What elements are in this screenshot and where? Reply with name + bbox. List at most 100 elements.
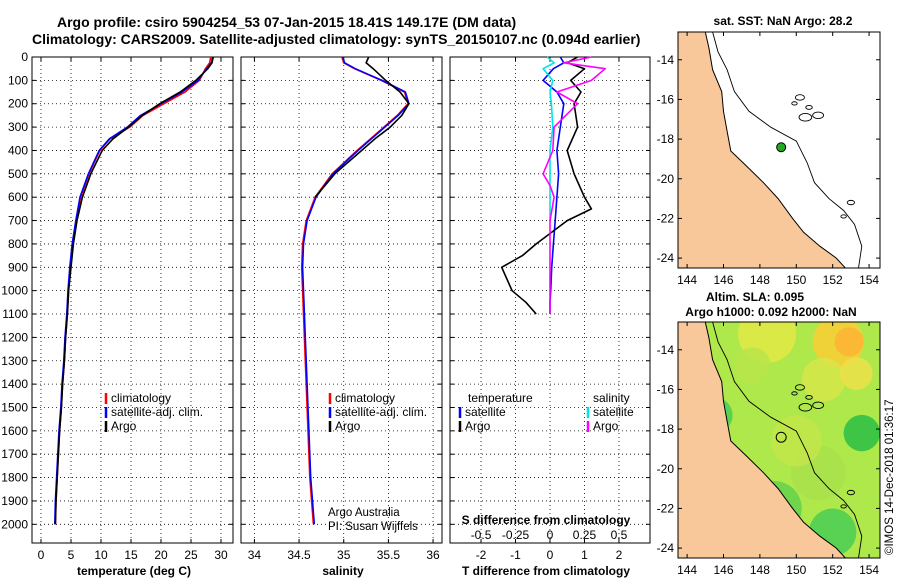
- x-tick-label: 34.5: [287, 548, 311, 562]
- reef-island: [812, 401, 825, 410]
- salinity-legend-label: satellite-adj. clim.: [335, 405, 427, 419]
- diff-temperature-legend-label: Argo: [465, 419, 491, 433]
- y-tick-label: 200: [8, 97, 28, 111]
- reef-island: [846, 489, 855, 496]
- sst-map-panel: 144 146 148 150 152 154 -14 -16 -18 -20 -22 -24: [657, 31, 881, 287]
- diff-salinity-legend-label: satellite: [593, 405, 634, 419]
- x-tick-label: 2: [616, 548, 623, 562]
- reef-island: [805, 394, 813, 400]
- x-tick-label: 5: [68, 548, 75, 562]
- credit-line1: Argo Australia: [328, 507, 400, 519]
- temperature-xlabel: temperature (deg C): [77, 564, 191, 578]
- s-diff-tick-label: 0.5: [611, 528, 628, 542]
- salinity-legend-label: climatology: [335, 391, 395, 405]
- y-tick-label: 1600: [1, 424, 28, 438]
- x-tick-label: 35.5: [377, 548, 401, 562]
- sst-map-title: sat. SST: NaN Argo: 28.2: [714, 14, 853, 28]
- diff-salinity-legend-label: Argo: [593, 419, 619, 433]
- figure-title-line2: Climatology: CARS2009. Satellite-adjuste…: [32, 31, 640, 47]
- map-content: [678, 322, 880, 558]
- sla-map-title-line2: Argo h1000: 0.092 h2000: NaN: [685, 305, 856, 319]
- map-y-tick-label: -22: [657, 211, 675, 225]
- map-y-tick-label: -20: [657, 462, 675, 476]
- temperature-legend-title: temperature: [468, 391, 533, 405]
- x-tick-label: 15: [124, 548, 138, 562]
- x-tick-label: 10: [94, 548, 108, 562]
- reef-island: [840, 504, 847, 509]
- x-tick-label: 20: [154, 548, 168, 562]
- salinity-legend-title: salinity: [593, 391, 630, 405]
- difference-series-s-satellite: [542, 56, 555, 221]
- temperature-legend-label: satellite-adj. clim.: [111, 405, 203, 419]
- reef-island: [812, 111, 825, 120]
- s-diff-xlabel: S difference from climatology: [462, 513, 631, 527]
- y-tick-label: 400: [8, 143, 28, 157]
- map-y-tick-label: -18: [657, 422, 675, 436]
- reef-island: [798, 113, 813, 122]
- y-tick-label: 1200: [1, 330, 28, 344]
- map-y-tick-label: -24: [657, 541, 675, 555]
- x-tick-label: -2: [476, 548, 487, 562]
- map-y-tick-label: -16: [657, 382, 675, 396]
- argo-position-marker: [776, 142, 787, 153]
- reef-island: [791, 391, 798, 396]
- x-tick-label: 36: [426, 548, 440, 562]
- shelf-contour: [712, 322, 863, 558]
- temperature-legend-label: Argo: [111, 419, 137, 433]
- y-tick-label: 700: [8, 214, 28, 228]
- map-x-tick-label: 148: [750, 563, 770, 577]
- map-y-tick-label: -14: [657, 343, 675, 357]
- map-x-tick-label: 150: [786, 273, 806, 287]
- salinity-series-satellite-adj-clim-: [301, 56, 410, 525]
- x-tick-label: 1: [581, 548, 588, 562]
- reef-island: [798, 403, 813, 412]
- sla-anomaly-blob: [801, 357, 846, 402]
- s-diff-tick-label: -0.25: [502, 528, 530, 542]
- map-y-tick-label: -20: [657, 172, 675, 186]
- x-tick-label: -1: [510, 548, 521, 562]
- diff-temperature-legend-label: satellite: [465, 405, 506, 419]
- map-y-tick-label: -18: [657, 132, 675, 146]
- reef-island: [794, 384, 805, 391]
- y-tick-label: 600: [8, 190, 28, 204]
- map-x-tick-label: 152: [823, 563, 843, 577]
- imos-stamp: ©IMOS 14-Dec-2018 01:36:17: [884, 399, 896, 555]
- s-diff-tick-label: -0.5: [471, 528, 492, 542]
- temperature-legend-label: climatology: [111, 391, 171, 405]
- map-x-tick-label: 150: [786, 563, 806, 577]
- salinity-panel: 34 34.5 35 35.5 36 climatologysatellite-adj. …: [240, 56, 443, 562]
- t-diff-xlabel: T difference from climatology: [462, 564, 630, 578]
- map-y-tick-label: -16: [657, 92, 675, 106]
- map-x-tick-label: 152: [823, 273, 843, 287]
- sla-anomaly-blob: [770, 415, 822, 467]
- x-tick-label: 0: [547, 548, 554, 562]
- sla-anomaly-blob: [839, 357, 873, 390]
- credit-line2: PI: Susan Wijffels: [328, 521, 418, 533]
- salinity-series-argo: [314, 56, 410, 198]
- x-tick-label: 25: [184, 548, 198, 562]
- difference-panel: -2 -1 0 1 2 -0.5 -0.25 0 0.25 0.5 temperature salin…: [449, 56, 651, 562]
- difference-series-t-argo: [500, 56, 593, 315]
- salinity-series-climatology: [300, 56, 409, 525]
- map-x-tick-label: 144: [677, 273, 697, 287]
- map-x-tick-label: 146: [713, 273, 733, 287]
- x-tick-label: 35: [337, 548, 351, 562]
- land-mass: [678, 322, 847, 558]
- y-tick-label: 1100: [2, 307, 28, 321]
- y-tick-label: 900: [8, 260, 28, 274]
- map-x-tick-label: 144: [677, 563, 697, 577]
- map-x-tick-label: 154: [859, 273, 879, 287]
- y-tick-label: 1500: [1, 400, 28, 414]
- y-tick-label: 1800: [1, 471, 28, 485]
- figure-title-line1: Argo profile: csiro 5904254_53 07-Jan-20…: [57, 14, 516, 30]
- y-tick-label: 2000: [1, 517, 28, 531]
- s-diff-tick-label: 0.25: [573, 528, 597, 542]
- salinity-legend-label: Argo: [335, 419, 361, 433]
- temperature-series-argo: [54, 56, 214, 525]
- reef-island: [794, 94, 805, 101]
- x-tick-label: 34: [248, 548, 262, 562]
- salinity-xlabel: salinity: [322, 564, 364, 578]
- sla-map-title-line1: Altim. SLA: 0.095: [706, 290, 804, 304]
- map-x-tick-label: 154: [859, 563, 879, 577]
- x-tick-label: 30: [214, 548, 228, 562]
